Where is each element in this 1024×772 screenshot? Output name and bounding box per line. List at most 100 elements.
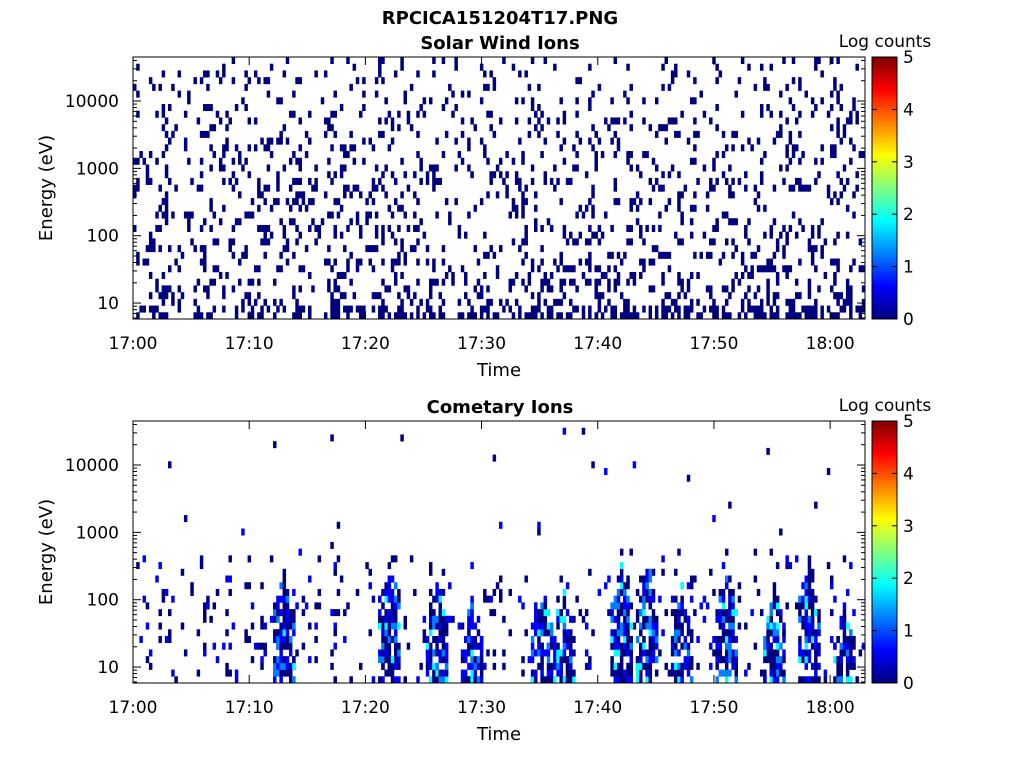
spectrogram-cell xyxy=(279,97,283,105)
spectrogram-cell xyxy=(623,622,627,630)
spectrogram-cell xyxy=(559,649,563,657)
spectrogram-cell xyxy=(814,669,818,677)
spectrogram-cell xyxy=(336,588,341,596)
spectrogram-cell xyxy=(836,97,840,105)
spectrogram-cell xyxy=(451,615,455,623)
spectrogram-cell xyxy=(801,151,805,159)
spectrogram-cell xyxy=(734,245,738,253)
spectrogram-cell xyxy=(849,656,853,664)
spectrogram-cell xyxy=(273,198,277,206)
spectrogram-cell xyxy=(569,231,573,239)
spectrogram-cell xyxy=(626,642,630,650)
spectrogram-cell xyxy=(164,117,169,125)
spectrogram-cell xyxy=(588,265,592,273)
spectrogram-cell xyxy=(518,312,522,319)
spectrogram-cell xyxy=(339,104,344,112)
spectrogram-cell xyxy=(575,97,579,105)
spectrogram-cell xyxy=(779,110,783,118)
spectrogram-cell xyxy=(483,144,487,152)
spectrogram-cell xyxy=(817,231,821,239)
spectrogram-cell xyxy=(499,157,503,165)
spectrogram-cell xyxy=(231,285,236,293)
spectrogram-cell xyxy=(759,104,764,112)
spectrogram-cell xyxy=(845,635,850,643)
spectrogram-cell xyxy=(448,83,452,91)
spectrogram-cell xyxy=(728,615,732,623)
spectrogram-cell xyxy=(826,562,831,570)
spectrogram-cell xyxy=(397,224,401,232)
spectrogram-cell xyxy=(852,144,856,152)
spectrogram-cell xyxy=(715,224,719,232)
spectrogram-cell xyxy=(639,649,643,657)
spectrogram-cell xyxy=(607,265,611,273)
spectrogram-cell xyxy=(521,258,525,266)
spectrogram-cell xyxy=(253,265,258,273)
spectrogram-cell xyxy=(616,662,621,670)
spectrogram-cell xyxy=(718,649,723,657)
spectrogram-cell xyxy=(473,312,478,319)
spectrogram-cell xyxy=(346,602,350,610)
spectrogram-cell xyxy=(276,177,280,185)
spectrogram-cell xyxy=(282,305,287,313)
spectrogram-cell xyxy=(616,588,621,596)
spectrogram-cell xyxy=(257,177,261,185)
spectrogram-cell xyxy=(798,312,802,319)
spectrogram-cell xyxy=(416,676,420,683)
spectrogram-cell xyxy=(549,312,554,319)
spectrogram-cell xyxy=(257,204,261,212)
spectrogram-cell xyxy=(136,562,140,570)
x-tick-label: 17:00 xyxy=(109,334,158,354)
spectrogram-cell xyxy=(285,57,290,65)
spectrogram-cell xyxy=(610,117,614,125)
spectrogram-cell xyxy=(521,151,525,159)
spectrogram-cell xyxy=(686,656,691,664)
spectrogram-cell xyxy=(613,117,618,125)
spectrogram-cell xyxy=(521,602,525,610)
spectrogram-cell xyxy=(400,238,404,246)
spectrogram-cell xyxy=(540,110,544,118)
spectrogram-cell xyxy=(311,184,315,192)
spectrogram-cell xyxy=(530,656,535,664)
spectrogram-cell xyxy=(292,656,296,664)
spectrogram-cell xyxy=(556,595,560,603)
spectrogram-cell xyxy=(845,662,850,670)
spectrogram-cell xyxy=(381,635,385,643)
spectrogram-cell xyxy=(779,90,783,98)
spectrogram-cell xyxy=(527,312,532,319)
spectrogram-cell xyxy=(651,635,656,643)
spectrogram-cell xyxy=(378,70,382,78)
spectrogram-cell xyxy=(810,615,815,623)
spectrogram-cell xyxy=(578,258,583,266)
spectrogram-cell xyxy=(276,595,280,603)
spectrogram-cell xyxy=(721,251,726,259)
spectrogram-cell xyxy=(836,656,840,664)
spectrogram-cell xyxy=(712,184,716,192)
spectrogram-cell xyxy=(664,124,668,132)
spectrogram-cell xyxy=(807,622,812,630)
spectrogram-cell xyxy=(623,629,627,637)
spectrogram-cell xyxy=(381,171,385,179)
spectrogram-cell xyxy=(715,151,719,159)
spectrogram-cell xyxy=(626,595,630,603)
spectrogram-cell xyxy=(441,676,446,683)
spectrogram-cell xyxy=(148,305,153,313)
spectrogram-cell xyxy=(285,615,290,623)
spectrogram-cell xyxy=(826,191,831,199)
spectrogram-cell xyxy=(623,602,627,610)
spectrogram-cell xyxy=(295,602,299,610)
spectrogram-cell xyxy=(677,271,681,279)
spectrogram-cell xyxy=(276,629,280,637)
spectrogram-cell xyxy=(594,312,598,319)
spectrogram-cell xyxy=(212,642,217,650)
spectrogram-cell xyxy=(839,305,844,313)
spectrogram-cell xyxy=(451,271,455,279)
spectrogram-cell xyxy=(737,77,742,85)
spectrogram-cell xyxy=(724,649,729,657)
spectrogram-cell xyxy=(508,305,513,313)
spectrogram-cell xyxy=(680,218,684,226)
spectrogram-cell xyxy=(833,77,837,85)
spectrogram-cell xyxy=(543,609,548,617)
spectrogram-cell xyxy=(444,649,449,657)
spectrogram-cell xyxy=(635,191,640,199)
spectrogram-cell xyxy=(161,312,166,319)
